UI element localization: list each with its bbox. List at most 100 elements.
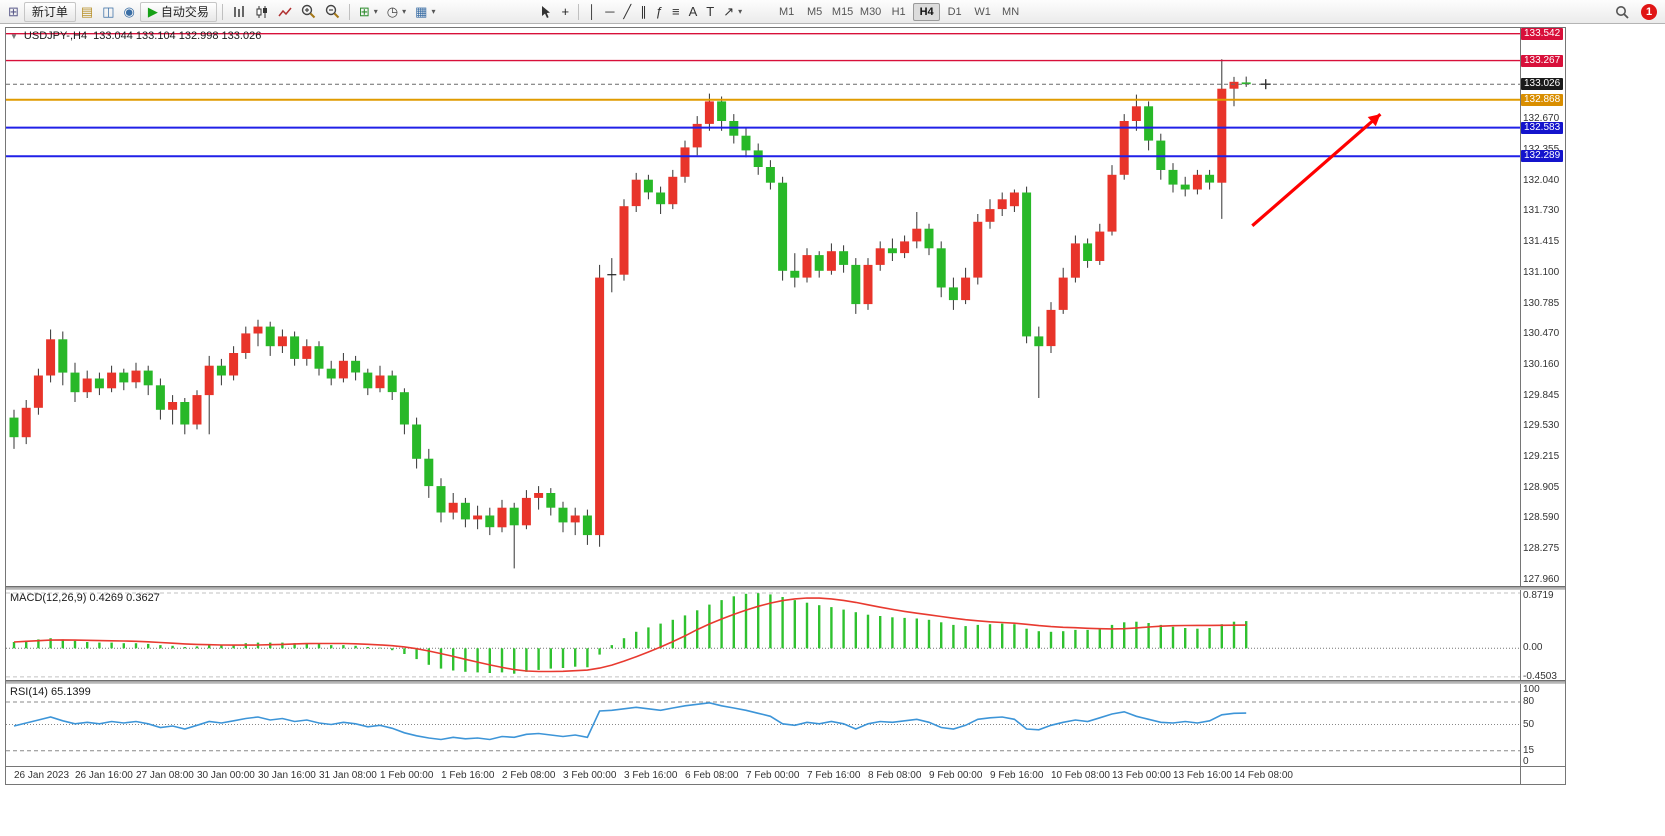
price-tag: 133.267 [1521,55,1564,67]
timeframe-w1[interactable]: W1 [974,5,991,18]
arrows-icon: ↗ [723,4,735,19]
time-axis-label: 13 Feb 16:00 [1173,770,1232,781]
scale-tick-label: 0 [1523,756,1529,767]
ohlc-readout: 133.044 133.104 132.998 133.026 [93,30,262,42]
zoom-out-icon[interactable] [321,2,344,22]
toolbar-right: 1 [1611,2,1661,22]
price-tag: 133.542 [1521,28,1564,40]
bar-chart-icon[interactable] [228,2,250,22]
time-axis-label: 1 Feb 00:00 [380,770,434,781]
scale-tick-label: 128.905 [1523,482,1560,493]
line-chart-icon[interactable] [274,2,296,22]
horizontal-line-icon[interactable]: ─ [601,2,618,22]
scale-tick-label: 130.785 [1523,298,1560,309]
time-axis-label: 2 Feb 08:00 [502,770,556,781]
scale-tick-label: 131.730 [1523,205,1560,216]
dropdown-caret-icon: ▾ [431,7,436,16]
zoom-in-icon[interactable] [297,2,320,22]
bar-chart-icon [232,5,246,19]
time-axis-label: 27 Jan 08:00 [136,770,194,781]
template-icon: ▦ [415,4,428,19]
chart-window-icon[interactable]: ⊞ [4,2,23,22]
scale-tick-label: 131.415 [1523,236,1560,247]
period-icon[interactable]: ◷ ▾ [383,2,410,22]
trendline-icon[interactable]: ╱ [619,2,635,22]
time-axis-label: 1 Feb 16:00 [441,770,495,781]
arrows-icon[interactable]: ↗ ▾ [719,2,746,22]
scale-tick-label: 128.275 [1523,543,1560,554]
timeframe-m5[interactable]: M5 [806,5,823,18]
timeframe-m15[interactable]: M15 [831,5,854,18]
candlestick-plot[interactable] [6,28,1520,586]
channel-icon: ∥ [640,4,647,19]
scale-tick-label: 132.040 [1523,175,1560,186]
time-axis-label: 6 Feb 08:00 [685,770,739,781]
label-icon[interactable]: T [702,2,718,22]
symbol-period-label: USDJPY-,H4 [23,30,88,42]
channel-icon[interactable]: ∥ [636,2,651,22]
scale-tick-label: -0.4503 [1523,671,1557,682]
navigator-icon[interactable]: ◉ [120,2,139,22]
timeframe-h1[interactable]: H1 [891,5,906,18]
macd-scale[interactable]: 0.8719 0.00 -0.4503 [1520,590,1565,682]
scale-tick-label: 129.845 [1523,390,1560,401]
macd-row: MACD(12,26,9) 0.4269 0.3627 0.8719 0.00 -0… [6,590,1565,682]
market-watch-icon[interactable]: ◫ [98,2,118,22]
time-axis-label: 30 Jan 16:00 [258,770,316,781]
trend-arrow[interactable] [1251,112,1382,227]
timeframe-m30[interactable]: M30 [859,5,882,18]
fibonacci-icon[interactable]: ƒ [652,2,667,22]
auto-trading-button[interactable]: ▶ 自动交易 [139,1,217,22]
scale-tick-label: 129.215 [1523,451,1560,462]
macd-pane[interactable]: MACD(12,26,9) 0.4269 0.3627 [6,590,1520,680]
new-chart-icon[interactable]: ⊞ ▾ [355,2,382,22]
pane-splitter[interactable] [6,586,1565,590]
time-axis-label: 8 Feb 08:00 [868,770,922,781]
shapes-icon[interactable]: ≡ [668,2,684,22]
new-order-button-label: 新订单 [31,5,68,19]
time-axis-label: 14 Feb 08:00 [1234,770,1293,781]
macd-plot [6,592,1520,678]
time-axis-label: 7 Feb 16:00 [807,770,861,781]
auto-trading-button-label: 自动交易 [160,5,209,19]
trend-arrow-head [1367,114,1381,127]
toolbar-separator [348,3,350,20]
candlestick-chart-icon[interactable] [251,2,273,22]
cursor-icon[interactable] [536,2,556,22]
time-axis-label: 9 Feb 00:00 [929,770,983,781]
toolbar-items: ⊞ 新订单 ▤ ◫ ◉ ▶ 自动交易 ⊞ ▾ ◷ ▾ ▦ ▾ + │ ─ ╱ ∥ ƒ ≡ A T ↗ ▾ M1 M5 M15 M30 H… [4,1,1024,22]
new-order-button[interactable]: 新订单 [23,1,76,22]
timeframe-m1[interactable]: M1 [778,5,795,18]
navigator-icon: ◉ [123,4,135,19]
price-chart-pane[interactable]: ▼ USDJPY-,H4 133.044 133.104 132.998 133… [6,28,1520,586]
crosshair-icon[interactable]: + [557,2,573,22]
time-axis-label: 3 Feb 00:00 [563,770,617,781]
timeframe-d1[interactable]: D1 [947,5,962,18]
timeframe-mn[interactable]: MN [1002,5,1020,18]
vertical-line-icon[interactable]: │ [584,2,600,22]
profiles-icon: ▤ [80,4,94,19]
rsi-scale[interactable]: 100 80 50 15 0 [1520,684,1565,767]
chart-title: ▼ USDJPY-,H4 133.044 133.104 132.998 133… [10,30,261,42]
axis-corner [1520,766,1565,784]
period-icon: ◷ [386,4,399,19]
time-axis-label: 13 Feb 00:00 [1112,770,1171,781]
rsi-pane[interactable]: RSI(14) 65.1399 [6,684,1520,766]
notification-badge[interactable]: 1 [1641,3,1657,20]
zoom-in-icon [301,4,316,19]
text-icon[interactable]: A [685,2,702,22]
collapse-arrow-icon[interactable]: ▼ [10,31,18,41]
scale-tick-label: 130.470 [1523,328,1560,339]
template-icon[interactable]: ▦ ▾ [411,2,439,22]
timeframe-h4[interactable]: H4 [913,2,941,21]
time-axis[interactable]: 26 Jan 2023 26 Jan 16:00 27 Jan 08:00 30 Ja… [6,766,1520,784]
dropdown-caret-icon: ▾ [373,7,378,16]
macd-signal-line [13,597,1247,673]
pane-splitter[interactable] [6,680,1565,684]
vertical-line-icon: │ [588,4,597,19]
search-icon[interactable] [1611,2,1633,22]
profiles-icon[interactable]: ▤ [77,2,97,22]
chart-window: ▼ USDJPY-,H4 133.044 133.104 132.998 133… [5,27,1566,785]
time-axis-label: 10 Feb 08:00 [1051,770,1110,781]
price-scale[interactable]: 132.670 132.355 132.040 131.730 131.415 131.1… [1520,28,1565,586]
